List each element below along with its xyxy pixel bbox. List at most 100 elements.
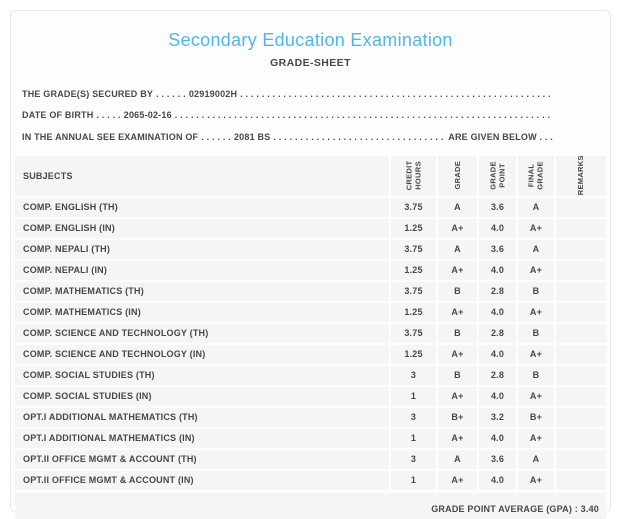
credit-hours-cell: 1.25 [389, 260, 436, 280]
examination-year-value: 2081 BS [233, 131, 271, 142]
grade-cell: A+ [436, 428, 477, 448]
remarks-cell [554, 365, 606, 385]
grade-point-cell: 4.0 [477, 386, 516, 406]
credit-hours-cell: 3.75 [389, 197, 436, 217]
grade-cell: B [436, 365, 477, 385]
final-grade-cell: A+ [516, 218, 554, 238]
subject-cell: COMP. ENGLISH (IN) [15, 218, 389, 238]
remarks-cell [554, 218, 606, 238]
credit-hours-cell: 3.75 [389, 323, 436, 343]
grade-point-cell: 4.0 [477, 344, 516, 364]
info-section: THE GRADE(S) SECURED BY . . . . . . 0291… [22, 83, 553, 148]
column-header-remarks: REMARKS [554, 155, 606, 196]
leader-dots: . . . . . [96, 110, 121, 121]
credit-hours-cell: 1.25 [389, 218, 436, 238]
table-row: OPT.I ADDITIONAL MATHEMATICS (TH) 3 B+ 3.2 B… [15, 407, 606, 427]
subject-cell: COMP. NEPALI (TH) [15, 239, 389, 259]
final-grade-cell: B [516, 323, 554, 343]
credit-hours-cell: 1 [389, 428, 436, 448]
grade-cell: B [436, 281, 477, 301]
info-label: DATE OF BIRTH [22, 110, 94, 121]
table-row: COMP. MATHEMATICS (TH) 3.75 B 2.8 B [15, 281, 606, 301]
column-header-grade: GRADE [436, 155, 477, 196]
table-row: COMP. NEPALI (IN) 1.25 A+ 4.0 A+ [15, 260, 606, 280]
leader-dots: . . . . . . . . . . . . . . . . . . . . … [273, 131, 444, 142]
grade-point-cell: 4.0 [477, 260, 516, 280]
column-header-credit-hours: CREDIT HOURS [389, 155, 436, 196]
credit-hours-cell: 1.25 [389, 344, 436, 364]
grade-point-cell: 2.8 [477, 323, 516, 343]
info-line-date-of-birth: DATE OF BIRTH . . . . . 2065-02-16 . . .… [22, 105, 553, 127]
subject-cell: COMP. NEPALI (IN) [15, 260, 389, 280]
grade-cell: A+ [436, 344, 477, 364]
remarks-cell [554, 302, 606, 322]
final-grade-cell: B [516, 365, 554, 385]
grade-cell: A+ [436, 470, 477, 490]
remarks-cell [554, 407, 606, 427]
credit-hours-cell: 3.75 [389, 281, 436, 301]
table-row: OPT.I ADDITIONAL MATHEMATICS (IN) 1 A+ 4.0 A… [15, 428, 606, 448]
table-row: COMP. SCIENCE AND TECHNOLOGY (TH) 3.75 B 2.… [15, 323, 606, 343]
grade-cell: B [436, 323, 477, 343]
table-row: COMP. MATHEMATICS (IN) 1.25 A+ 4.0 A+ [15, 302, 606, 322]
grade-sheet-subtitle: GRADE-SHEET [270, 57, 351, 69]
grade-point-cell: 4.0 [477, 302, 516, 322]
leader-dots: . . . . . . . . . . . . . . . . . . . . … [174, 110, 551, 121]
subject-cell: COMP. SCIENCE AND TECHNOLOGY (TH) [15, 323, 389, 343]
credit-hours-cell: 3.75 [389, 239, 436, 259]
remarks-cell [554, 239, 606, 259]
grade-point-cell: 3.6 [477, 197, 516, 217]
remarks-cell [554, 386, 606, 406]
final-grade-cell: A [516, 449, 554, 469]
grade-point-cell: 3.6 [477, 449, 516, 469]
table-row: COMP. ENGLISH (TH) 3.75 A 3.6 A [15, 197, 606, 217]
candidate-symbol-number: 02919002H [188, 88, 238, 99]
leader-dots: . . . . . . [201, 131, 231, 142]
subject-cell: OPT.II OFFICE MGMT & ACCOUNT (IN) [15, 470, 389, 490]
leader-dots: . . . . . . . . . . . . . . . . . . . . … [240, 88, 551, 99]
grade-point-cell: 4.0 [477, 470, 516, 490]
grade-point-cell: 4.0 [477, 218, 516, 238]
final-grade-cell: A+ [516, 260, 554, 280]
remarks-cell [554, 428, 606, 448]
grade-cell: A [436, 197, 477, 217]
grade-cell: B+ [436, 407, 477, 427]
final-grade-cell: A+ [516, 302, 554, 322]
subject-cell: OPT.I ADDITIONAL MATHEMATICS (IN) [15, 428, 389, 448]
final-grade-cell: B+ [516, 407, 554, 427]
final-grade-cell: A [516, 239, 554, 259]
final-grade-cell: A+ [516, 344, 554, 364]
table-row: OPT.II OFFICE MGMT & ACCOUNT (IN) 1 A+ 4.0 A… [15, 470, 606, 490]
remarks-cell [554, 197, 606, 217]
final-grade-cell: A+ [516, 470, 554, 490]
subject-cell: COMP. SCIENCE AND TECHNOLOGY (IN) [15, 344, 389, 364]
grade-table: SUBJECTS CREDIT HOURS GRADE GRADE POINT … [15, 155, 606, 490]
final-grade-cell: B [516, 281, 554, 301]
info-line-examination-year: IN THE ANNUAL SEE EXAMINATION OF . . . .… [22, 126, 553, 148]
grade-point-cell: 2.8 [477, 365, 516, 385]
grade-point-cell: 2.8 [477, 281, 516, 301]
grade-cell: A+ [436, 260, 477, 280]
table-row: COMP. SOCIAL STUDIES (IN) 1 A+ 4.0 A+ [15, 386, 606, 406]
grade-sheet-card: Secondary Education Examination GRADE-SH… [10, 10, 611, 519]
leader-dots: . . . . . . [156, 88, 186, 99]
exam-title: Secondary Education Examination [168, 30, 453, 50]
date-of-birth-value: 2065-02-16 [123, 110, 172, 121]
subject-cell: COMP. ENGLISH (TH) [15, 197, 389, 217]
remarks-cell [554, 449, 606, 469]
subject-cell: COMP. SOCIAL STUDIES (IN) [15, 386, 389, 406]
are-given-below-text: ARE GIVEN BELOW . . . [448, 131, 553, 142]
final-grade-cell: A+ [516, 428, 554, 448]
column-header-grade-point: GRADE POINT [477, 155, 516, 196]
remarks-cell [554, 344, 606, 364]
remarks-cell [554, 281, 606, 301]
remarks-cell [554, 260, 606, 280]
table-row: COMP. ENGLISH (IN) 1.25 A+ 4.0 A+ [15, 218, 606, 238]
final-grade-cell: A [516, 197, 554, 217]
table-row: OPT.II OFFICE MGMT & ACCOUNT (TH) 3 A 3.6 A [15, 449, 606, 469]
column-header-final-grade: FINAL GRADE [516, 155, 554, 196]
grade-point-cell: 3.6 [477, 239, 516, 259]
grade-cell: A+ [436, 386, 477, 406]
grade-cell: A+ [436, 302, 477, 322]
info-line-secured-by: THE GRADE(S) SECURED BY . . . . . . 0291… [22, 83, 553, 105]
